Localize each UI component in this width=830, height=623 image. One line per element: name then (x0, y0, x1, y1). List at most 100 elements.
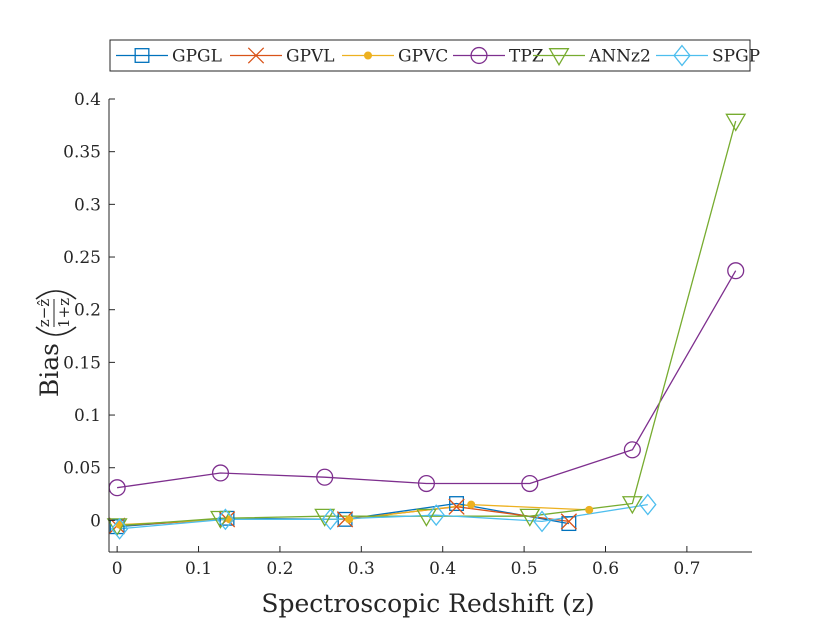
data-point-gpvl-4-shape (560, 513, 578, 530)
data-point-spgp-3-shape (427, 504, 445, 527)
legend-marker-gpvl-shape (247, 47, 265, 64)
data-point-tpz-4 (521, 474, 539, 493)
x-tick-label-7: 0.7 (673, 559, 700, 579)
data-point-spgp-4 (533, 510, 551, 533)
x-tick-label-0: 0 (112, 559, 123, 579)
data-point-gpvc-2-shape (345, 515, 354, 524)
data-point-annz2-3-shape (415, 508, 437, 527)
data-point-spgp-1 (216, 508, 235, 531)
legend-label-annz2: ANNz2 (588, 47, 651, 67)
legend-marker-gpgl-shape (134, 48, 150, 63)
data-point-gpgl-4-shape (561, 516, 577, 532)
series-line-tpz (117, 270, 737, 489)
data-point-tpz-5 (623, 441, 641, 459)
tick-labels: 0 0.1 0.2 0.3 0.4 0.5 0.6 0.7 0 0.05 0.1 0.15 0.2 0.2… (63, 90, 700, 579)
data-point-spgp-4-shape (533, 510, 551, 533)
legend-entry-annz2: ANNz2 (533, 47, 651, 67)
data-point-tpz-1 (211, 464, 230, 482)
data-point-gpgl-4 (561, 516, 577, 532)
data-point-spgp-1-shape (216, 508, 235, 531)
data-point-gpvc-3 (467, 500, 476, 509)
data-point-annz2-2 (314, 508, 336, 527)
legend-label-spgp: SPGP (712, 47, 760, 67)
legend-entry-gpvc: GPVC (342, 47, 448, 67)
y-tick-label-7: 0.35 (63, 143, 101, 163)
y-tick-label-1: 0.05 (63, 459, 101, 479)
y-tick-label-4: 0.2 (74, 301, 101, 321)
data-point-gpgl-0 (109, 519, 125, 535)
data-point-tpz-6 (727, 262, 745, 280)
data-point-gpvl-4 (560, 513, 578, 530)
legend-entry-tpz: TPZ (453, 47, 544, 67)
data-point-annz2-5 (621, 496, 643, 515)
y-axis-title-close-paren (35, 290, 77, 300)
data-point-annz2-4-shape (519, 508, 541, 527)
y-tick-label-8: 0.4 (74, 90, 101, 110)
x-tick-label-4: 0.4 (429, 559, 456, 579)
data-point-spgp-5 (639, 493, 657, 516)
data-point-gpvl-3-shape (448, 498, 465, 515)
data-point-gpvc-4 (585, 505, 594, 514)
data-point-gpvc-2 (345, 515, 354, 524)
legend-label-gpvc: GPVC (398, 47, 448, 67)
x-tick-label-5: 0.5 (511, 559, 538, 579)
y-axis-title: Bias z−ẑ 1+z (35, 290, 77, 397)
data-point-gpgl-0-shape (109, 519, 125, 535)
data-point-tpz-2 (316, 468, 334, 486)
legend-marker-annz2-shape (548, 48, 570, 67)
legend-marker-gpvc (363, 51, 373, 60)
legend-marker-tpz-shape (470, 46, 488, 65)
data-point-gpvc-3-shape (467, 500, 476, 509)
legend-entry-gpgl: GPGL (116, 47, 222, 67)
y-axis-title-numerator: z−ẑ (35, 299, 53, 327)
legend-marker-gpgl (134, 48, 150, 63)
data-point-gpvl-3 (448, 498, 465, 515)
plot-markers (106, 113, 747, 540)
x-tick-label-3: 0.3 (348, 559, 375, 579)
data-point-annz2-1 (210, 510, 231, 529)
legend-marker-tpz (470, 46, 488, 65)
data-point-spgp-0-shape (110, 517, 129, 540)
y-tick-label-5: 0.25 (63, 248, 101, 268)
data-point-spgp-3 (427, 504, 445, 527)
y-tick-label-6: 0.3 (74, 195, 101, 215)
y-axis-title-text: Bias (35, 343, 64, 397)
data-point-annz2-2-shape (314, 508, 336, 527)
y-tick-label-0: 0 (90, 511, 101, 531)
data-point-annz2-4 (519, 508, 541, 527)
data-point-annz2-6-shape (725, 113, 747, 132)
data-point-spgp-5-shape (639, 493, 657, 516)
data-point-tpz-3-shape (417, 474, 436, 493)
legend-marker-spgp (673, 44, 691, 67)
legend-marker-spgp-shape (673, 44, 691, 67)
x-tick-label-1: 0.1 (185, 559, 212, 579)
data-point-gpvc-4-shape (585, 505, 594, 514)
y-axis-title-denominator: 1+z (55, 298, 73, 328)
data-point-spgp-0 (110, 517, 129, 540)
axes (108, 98, 752, 553)
data-point-gpgl-3 (449, 496, 465, 512)
data-point-tpz-2-shape (316, 468, 334, 486)
data-point-annz2-6 (725, 113, 747, 132)
x-tick-label-6: 0.6 (592, 559, 619, 579)
y-tick-label-3: 0.15 (63, 353, 101, 373)
data-point-gpvl-2-shape (336, 511, 354, 528)
legend-label-tpz: TPZ (509, 47, 544, 67)
legend-label-gpgl: GPGL (172, 47, 222, 67)
data-point-gpgl-3-shape (449, 496, 465, 512)
data-point-tpz-6-shape (727, 262, 745, 280)
data-point-tpz-4-shape (521, 474, 539, 493)
data-point-annz2-5-shape (621, 496, 643, 515)
data-point-tpz-5-shape (623, 441, 641, 459)
legend-box (109, 39, 751, 72)
legend-entry-gpvl: GPVL (230, 47, 335, 67)
legend-entry-spgp: SPGP (656, 44, 760, 67)
legend-marker-annz2 (548, 48, 570, 67)
legend: GPGL GPVL GPVC TPZ ANNz2 SPGP (109, 39, 760, 72)
legend-marker-gpvc-shape (363, 51, 373, 60)
x-tick-label-2: 0.2 (266, 559, 293, 579)
data-point-gpvl-2 (336, 511, 354, 528)
data-point-annz2-1-shape (210, 510, 231, 529)
